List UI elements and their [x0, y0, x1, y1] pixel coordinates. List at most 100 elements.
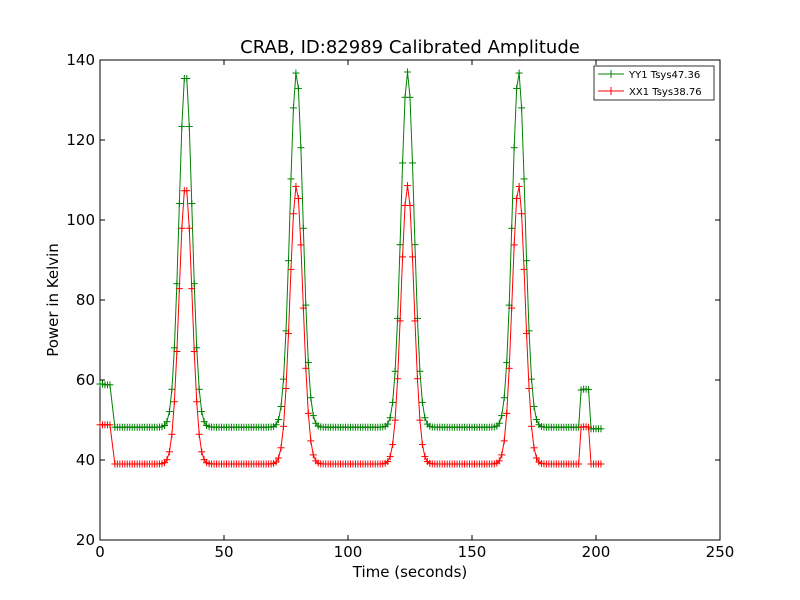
data-point [275, 454, 283, 462]
data-point [523, 257, 531, 265]
data-point [200, 418, 208, 426]
data-point [528, 422, 536, 430]
data-point [287, 175, 295, 183]
data-point [272, 421, 280, 429]
data-point [518, 210, 526, 218]
data-point [386, 414, 394, 422]
y-tick-label: 140 [66, 51, 95, 69]
data-point [163, 418, 171, 426]
data-point [416, 416, 424, 424]
data-point [513, 84, 521, 92]
data-point [195, 385, 203, 393]
data-point [515, 69, 523, 77]
x-axis-label: Time (seconds) [352, 563, 468, 581]
data-point [575, 460, 583, 468]
data-point [518, 104, 526, 112]
data-point [391, 416, 399, 424]
data-point [510, 144, 518, 152]
legend-label-yy1: YY1 Tsys47.36 [628, 70, 700, 81]
data-point [389, 398, 397, 406]
data-point [280, 375, 288, 383]
data-point [528, 375, 536, 383]
data-point [408, 253, 416, 261]
data-point [106, 421, 114, 429]
data-point [160, 422, 168, 430]
legend-entry-xx1: XX1 Tsys38.76 [598, 87, 702, 98]
data-point [404, 68, 412, 76]
data-point [195, 430, 203, 438]
data-point [525, 384, 533, 392]
ticks-layer: 0 50 100 150 200 250 20 40 60 80 100 120 140 [66, 51, 734, 561]
data-point [597, 460, 605, 468]
data-point [299, 224, 307, 232]
data-point [411, 317, 419, 325]
data-point [498, 451, 506, 459]
data-point [396, 317, 404, 325]
series-xx1 [96, 182, 605, 468]
data-point [520, 265, 528, 273]
data-point [185, 122, 193, 130]
data-point [513, 194, 521, 202]
data-point [168, 385, 176, 393]
data-point [277, 403, 285, 411]
legend-box [593, 65, 715, 101]
data-point [307, 394, 315, 402]
data-point [384, 420, 392, 428]
data-point [510, 241, 518, 249]
data-point [413, 375, 421, 383]
data-point [500, 437, 508, 445]
y-tick-label: 120 [66, 131, 95, 149]
data-point [163, 456, 171, 464]
data-point [175, 199, 183, 207]
data-point [421, 453, 429, 461]
data-point [384, 458, 392, 466]
data-point [530, 444, 538, 452]
data-point [404, 182, 412, 190]
y-tick-label: 60 [76, 371, 95, 389]
data-point [287, 265, 295, 273]
data-point [302, 364, 310, 372]
data-point [399, 253, 407, 261]
data-point [515, 182, 523, 190]
y-tick-label: 40 [76, 451, 95, 469]
data-point [500, 394, 508, 402]
legend-entry-yy1: YY1 Tsys47.36 [598, 70, 700, 81]
data-point [406, 201, 414, 209]
y-tick-label: 100 [66, 211, 95, 229]
data-point [165, 408, 173, 416]
plot-frame [99, 59, 721, 541]
data-point [173, 347, 181, 355]
data-point [520, 175, 528, 183]
y-tick-label: 80 [76, 291, 95, 309]
data-point [292, 69, 300, 77]
data-point [495, 457, 503, 465]
data-point [495, 419, 503, 427]
y-axis-label: Power in Kelvin [44, 243, 62, 357]
data-point [289, 210, 297, 218]
series-layer [96, 68, 605, 468]
data-point [532, 454, 540, 462]
data-point [389, 441, 397, 449]
data-point [503, 409, 511, 417]
data-point [411, 241, 419, 249]
data-point [396, 241, 404, 249]
data-point [532, 416, 540, 424]
data-point [530, 403, 538, 411]
data-point [394, 375, 402, 383]
data-point [198, 448, 206, 456]
data-point [386, 453, 394, 461]
data-point [190, 347, 198, 355]
data-point [307, 437, 315, 445]
data-point [297, 144, 305, 152]
data-point [275, 416, 283, 424]
data-point [170, 398, 178, 406]
data-point [585, 423, 593, 431]
x-tick-label: 50 [214, 543, 233, 561]
data-point [508, 304, 516, 312]
x-tick-label: 200 [582, 543, 611, 561]
x-tick-label: 250 [706, 543, 735, 561]
data-point [585, 386, 593, 394]
data-point [597, 425, 605, 433]
data-point [168, 430, 176, 438]
